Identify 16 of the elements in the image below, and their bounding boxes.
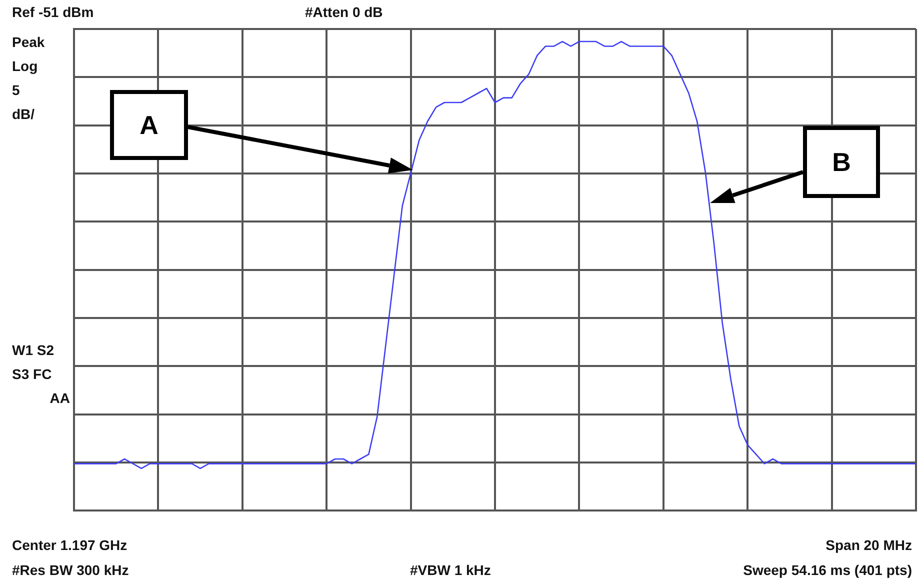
text: Ref -51 dBm xyxy=(12,4,94,20)
text: #Atten 0 dB xyxy=(305,4,383,20)
text: AA xyxy=(50,390,70,406)
text: W1 S2 xyxy=(12,342,54,358)
text: Peak xyxy=(12,34,45,50)
text: #Res BW 300 kHz xyxy=(12,562,129,578)
text: Center 1.197 GHz xyxy=(12,537,128,553)
text: S3 FC xyxy=(12,366,52,382)
text: Sweep 54.16 ms (401 pts) xyxy=(743,562,912,578)
annotation: B xyxy=(803,126,880,198)
annotation: A xyxy=(110,90,188,160)
text: 5 xyxy=(12,82,20,98)
text: dB/ xyxy=(12,106,35,122)
text: Span 20 MHz xyxy=(826,537,912,553)
text: #VBW 1 kHz xyxy=(410,562,491,578)
text: Log xyxy=(12,58,38,74)
